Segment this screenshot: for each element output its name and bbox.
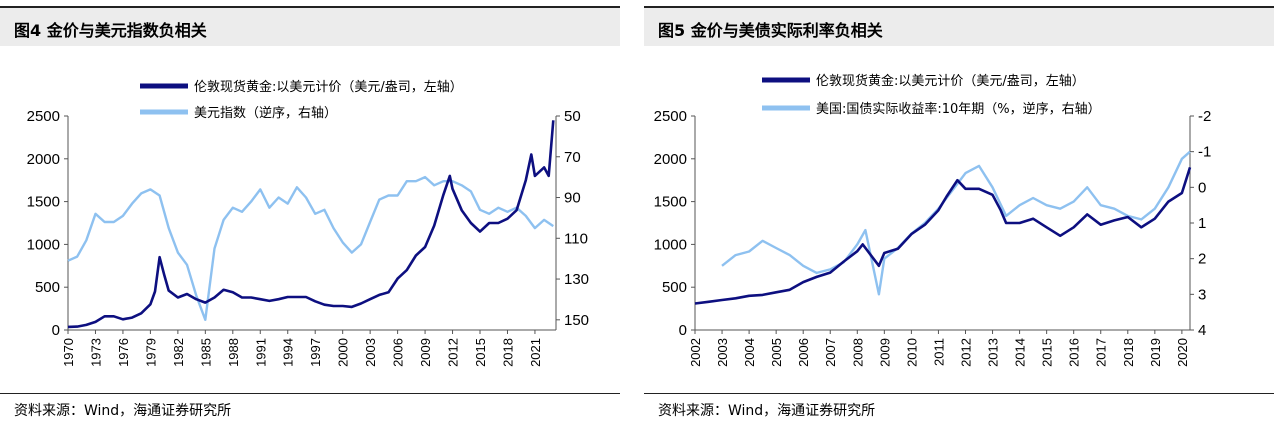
x-tick-label: 2015 xyxy=(1040,338,1055,367)
x-tick-label: 2015 xyxy=(473,338,488,367)
x-tick-label: 2014 xyxy=(1013,338,1028,367)
panel-header: 图4 金价与美元指数负相关 xyxy=(0,6,620,46)
y-left-tick-label: 1000 xyxy=(27,236,60,253)
legend-label: 美元指数（逆序，右轴） xyxy=(194,105,337,121)
x-tick-label: 1985 xyxy=(198,338,213,367)
y-right-tick-label: 1 xyxy=(1198,215,1206,232)
y-left-tick-label: 0 xyxy=(679,322,687,339)
figure-title: 图5 金价与美债实际利率负相关 xyxy=(658,21,883,40)
y-left-tick-label: 1500 xyxy=(654,194,687,211)
x-tick-label: 1991 xyxy=(253,338,268,367)
x-tick-label: 2010 xyxy=(904,338,919,367)
y-left-tick-label: 500 xyxy=(35,279,60,296)
x-tick-label: 2007 xyxy=(823,338,838,367)
y-right-tick-label: 70 xyxy=(564,149,581,166)
x-tick-label: 2004 xyxy=(742,338,757,367)
y-left-tick-label: 0 xyxy=(52,322,60,339)
y-left-tick-label: 1000 xyxy=(654,236,687,253)
series-line-gold-price xyxy=(694,167,1192,305)
x-tick-label: 1988 xyxy=(226,338,241,367)
x-tick-label: 2006 xyxy=(391,338,406,367)
y-left-tick-label: 500 xyxy=(662,279,687,296)
y-left-tick-label: 2000 xyxy=(654,151,687,168)
x-tick-label: 2003 xyxy=(363,338,378,367)
y-right-tick-label: 2 xyxy=(1198,251,1206,268)
x-tick-label: 2005 xyxy=(769,338,784,367)
legend-label: 伦敦现货黄金:以美元计价（美元/盎司，左轴） xyxy=(194,79,463,95)
x-tick-label: 1982 xyxy=(171,338,186,367)
y-left-tick-label: 2500 xyxy=(654,108,687,125)
y-right-tick-label: -1 xyxy=(1198,144,1211,161)
x-tick-label: 2016 xyxy=(1067,338,1082,367)
source-note: 资料来源：Wind，海通证券研究所 xyxy=(658,403,876,419)
chart-panel-gold-vs-real-yield: 图5 金价与美债实际利率负相关 2500 2000 1500 1000 500 0 -2 -1… xyxy=(644,0,1274,430)
y-right-tick-label: 130 xyxy=(564,271,589,288)
y-right-tick-label: 0 xyxy=(1198,179,1206,196)
x-tick-label: 1970 xyxy=(61,338,76,367)
x-tick-label: 2008 xyxy=(850,338,865,367)
chart-gold-vs-dollar-index: 2500 2000 1500 1000 500 0 50 70 90 110 130 150 1970 1… xyxy=(27,79,589,367)
y-right-tick-label: 3 xyxy=(1198,286,1206,303)
y-right-tick-label: 4 xyxy=(1198,322,1206,339)
y-right-tick-label: 150 xyxy=(564,312,589,329)
x-tick-label: 2003 xyxy=(715,338,730,367)
series-line-gold-price xyxy=(67,120,555,329)
x-tick-label: 2020 xyxy=(1175,338,1190,367)
y-right-tick-label: -2 xyxy=(1198,108,1211,125)
divider xyxy=(644,393,1274,394)
legend-label: 美国:国债实际收益率:10年期（%，逆序，右轴） xyxy=(816,101,1101,117)
x-tick-label: 2009 xyxy=(418,338,433,367)
series-line-secondary xyxy=(721,150,1191,296)
y-left-tick-label: 2500 xyxy=(27,108,60,125)
divider xyxy=(0,393,620,394)
panel-header: 图5 金价与美债实际利率负相关 xyxy=(644,6,1274,46)
x-tick-label: 1994 xyxy=(281,338,296,367)
x-tick-label: 2018 xyxy=(500,338,515,367)
y-right-tick-label: 110 xyxy=(564,230,588,247)
x-tick-label: 2012 xyxy=(446,338,461,367)
x-tick-label: 2019 xyxy=(1148,338,1163,367)
x-tick-label: 1997 xyxy=(308,338,323,367)
source-note: 资料来源：Wind，海通证券研究所 xyxy=(14,403,232,419)
x-tick-label: 2006 xyxy=(796,338,811,367)
x-tick-label: 2021 xyxy=(528,338,543,367)
x-tick-label: 2012 xyxy=(958,338,973,367)
x-tick-label: 2009 xyxy=(877,338,892,367)
x-tick-label: 2017 xyxy=(1094,338,1109,367)
y-right-tick-label: 90 xyxy=(564,190,581,207)
x-tick-label: 1973 xyxy=(88,338,103,367)
x-tick-label: 2011 xyxy=(931,338,946,366)
legend-label: 伦敦现货黄金:以美元计价（美元/盎司，左轴） xyxy=(816,73,1085,89)
x-tick-label: 1979 xyxy=(143,338,158,367)
x-tick-label: 2002 xyxy=(688,338,703,367)
x-tick-label: 2018 xyxy=(1121,338,1136,367)
y-left-tick-label: 2000 xyxy=(27,151,60,168)
chart-gold-vs-real-yield: 2500 2000 1500 1000 500 0 -2 -1 0 1 2 3 4 2002 2003 200… xyxy=(654,73,1212,367)
y-right-tick-label: 50 xyxy=(564,108,581,125)
x-tick-label: 2013 xyxy=(986,338,1001,367)
figure-title: 图4 金价与美元指数负相关 xyxy=(14,21,207,40)
series-line-secondary xyxy=(67,175,554,321)
x-tick-label: 2000 xyxy=(336,338,351,367)
chart-panel-gold-vs-dollar-index: 图4 金价与美元指数负相关 2500 2000 1500 1000 500 0 50 70 90… xyxy=(0,0,620,430)
y-left-tick-label: 1500 xyxy=(27,194,60,211)
x-tick-label: 1976 xyxy=(116,338,131,367)
